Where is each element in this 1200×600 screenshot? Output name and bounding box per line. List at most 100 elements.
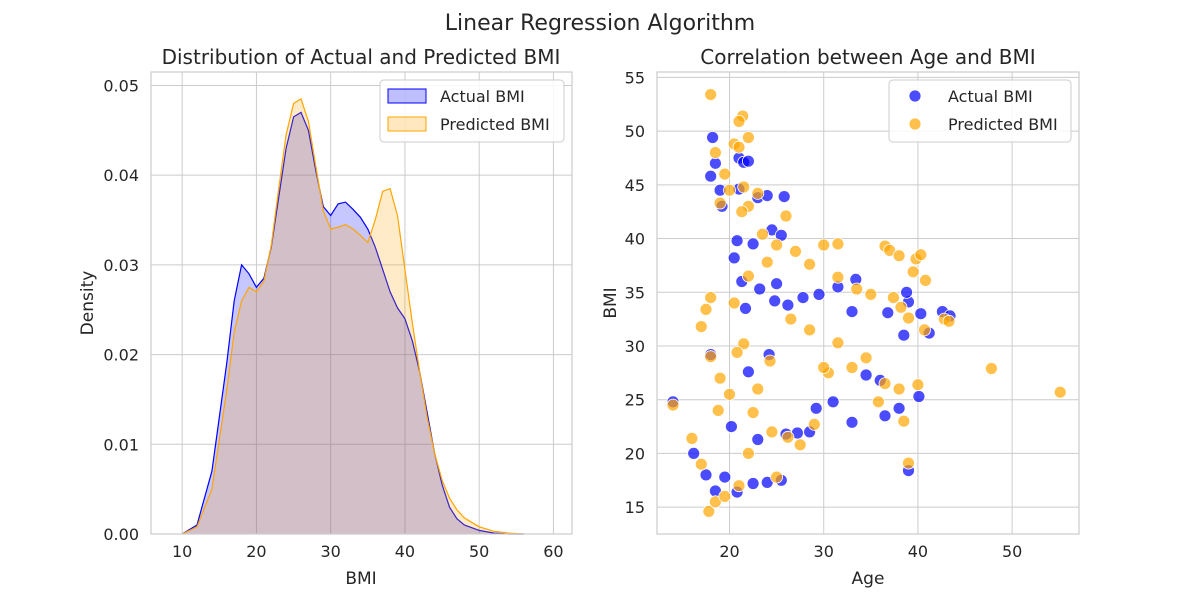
- scatter-point-actual: [809, 401, 823, 415]
- scatter-point-predicted: [892, 382, 906, 396]
- density-area-actual: [182, 112, 524, 535]
- density-y-tick-label: 0.05: [103, 76, 139, 95]
- scatter-point-predicted: [789, 244, 802, 258]
- scatter-point-predicted: [763, 354, 777, 368]
- density-y-tick-label: 0.04: [103, 166, 139, 185]
- scatter-y-tick-label: 30: [625, 337, 645, 356]
- scatter-point-predicted: [737, 180, 751, 194]
- scatter-point-predicted: [709, 146, 722, 160]
- scatter-point-predicted: [711, 403, 725, 417]
- density-y-tick-label: 0.03: [103, 256, 139, 275]
- scatter-point-predicted: [831, 270, 845, 284]
- density-x-axis-label: BMI: [345, 569, 376, 589]
- scatter-point-predicted: [751, 186, 765, 200]
- scatter-point-actual: [845, 305, 859, 319]
- scatter-point-predicted: [1053, 385, 1067, 399]
- scatter-point-predicted: [770, 238, 783, 252]
- scatter-x-tick-label: 50: [1002, 542, 1022, 561]
- scatter-point-actual: [768, 294, 782, 308]
- scatter-y-axis-label: BMI: [601, 287, 621, 318]
- scatter-point-predicted: [723, 183, 736, 197]
- scatter-point-actual: [746, 477, 760, 490]
- scatter-point-predicted: [742, 446, 755, 460]
- scatter-point-predicted: [911, 378, 925, 392]
- scatter-point-actual: [912, 390, 926, 403]
- scatter-x-tick-label: 30: [814, 542, 834, 561]
- density-line-actual: [181, 111, 524, 535]
- scatter-point-predicted: [742, 269, 755, 283]
- scatter-point-predicted: [699, 302, 713, 316]
- scatter-point-predicted: [735, 205, 749, 219]
- scatter-point-actual: [746, 237, 760, 251]
- scatter-point-predicted: [732, 479, 746, 493]
- scatter-point-predicted: [713, 196, 727, 210]
- scatter-x-axis-label: Age: [852, 569, 885, 589]
- scatter-y-tick-label: 35: [625, 283, 645, 302]
- scatter-point-predicted: [694, 320, 708, 334]
- scatter-point-predicted: [781, 430, 795, 444]
- scatter-point-actual: [706, 131, 719, 144]
- scatter-point-predicted: [897, 414, 911, 428]
- scatter-point-predicted: [751, 382, 765, 396]
- scatter-point-actual: [727, 251, 741, 265]
- scatter-legend: Actual BMI Predicted BMI: [888, 79, 1072, 143]
- density-area-predicted: [182, 98, 524, 535]
- scatter-y-tick-label: 50: [625, 122, 645, 141]
- scatter-point-actual: [881, 306, 895, 320]
- scatter-point-predicted: [730, 345, 744, 359]
- scatter-point-actual: [812, 287, 826, 301]
- scatter-point-predicted: [902, 311, 915, 325]
- density-legend-swatch: [387, 116, 427, 132]
- scatter-legend-marker: [908, 89, 922, 103]
- scatter-point-predicted: [704, 88, 718, 101]
- scatter-point-predicted: [864, 287, 878, 301]
- scatter-point-predicted: [742, 131, 755, 144]
- scatter-point-predicted: [803, 257, 816, 271]
- density-x-tick-label: 40: [395, 542, 415, 561]
- scatter-x-tick-label: 40: [908, 542, 928, 561]
- scatter-point-predicted: [859, 351, 873, 365]
- density-plot-title: Distribution of Actual and Predicted BMI: [162, 45, 561, 69]
- scatter-y-tick-label: 55: [625, 68, 645, 87]
- scatter-y-tick-label: 25: [625, 391, 645, 410]
- scatter-point-predicted: [727, 296, 741, 310]
- scatter-point-actual: [859, 368, 873, 382]
- scatter-point-actual: [704, 169, 718, 183]
- scatter-point-predicted: [793, 438, 807, 452]
- scatter-point-actual: [914, 307, 928, 321]
- scatter-point-actual: [777, 190, 791, 204]
- scatter-point-actual: [742, 154, 755, 168]
- scatter-point-actual: [718, 470, 732, 484]
- scatter-point-predicted: [872, 395, 885, 409]
- density-y-axis-label: Density: [78, 271, 98, 336]
- scatter-point-predicted: [878, 377, 892, 391]
- scatter-point-predicted: [784, 312, 798, 326]
- scatter-point-predicted: [760, 255, 774, 269]
- scatter-point-actual: [900, 285, 913, 299]
- scatter-point-predicted: [985, 362, 998, 375]
- scatter-point-actual: [796, 291, 810, 305]
- scatter-y-tick-label: 20: [625, 444, 645, 463]
- scatter-point-actual: [878, 409, 892, 423]
- scatter-legend-label: Predicted BMI: [948, 115, 1058, 134]
- density-x-tick-label: 60: [543, 542, 563, 561]
- scatter-point-actual: [739, 301, 752, 315]
- scatter-point-predicted: [817, 238, 831, 252]
- scatter-point-predicted: [723, 387, 736, 401]
- density-legend-swatch: [387, 88, 427, 104]
- density-x-tick-label: 20: [246, 542, 266, 561]
- scatter-point-actual: [751, 433, 765, 446]
- scatter-point-actual: [781, 298, 795, 312]
- scatter-point-predicted: [892, 249, 906, 263]
- scatter-point-predicted: [704, 291, 718, 305]
- scatter-point-predicted: [850, 282, 864, 296]
- scatter-point-predicted: [779, 209, 793, 223]
- scatter-point-predicted: [831, 237, 845, 251]
- scatter-point-predicted: [770, 470, 783, 484]
- scatter-point-predicted: [918, 323, 931, 337]
- figure-title: Linear Regression Algorithm: [445, 11, 755, 36]
- scatter-point-actual: [742, 365, 755, 379]
- scatter-y-tick-label: 45: [625, 176, 645, 195]
- scatter-point-actual: [892, 401, 906, 415]
